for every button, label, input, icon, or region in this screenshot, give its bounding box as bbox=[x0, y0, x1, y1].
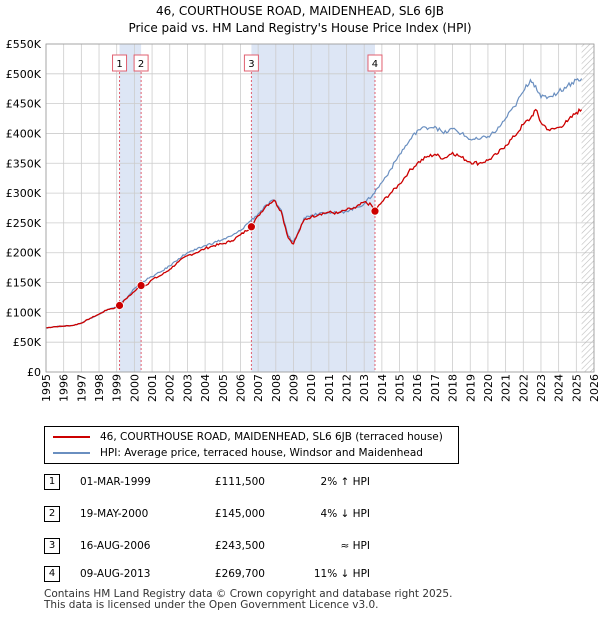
chart-title: 46, COURTHOUSE ROAD, MAIDENHEAD, SL6 6JB… bbox=[0, 3, 600, 37]
y-tick-label: £450K bbox=[6, 98, 42, 111]
x-tick-label: 2003 bbox=[181, 374, 194, 402]
legend-label-hpi: HPI: Average price, terraced house, Wind… bbox=[100, 447, 423, 459]
x-tick-label: 2010 bbox=[305, 374, 318, 402]
x-tick-label: 2025 bbox=[570, 374, 583, 402]
x-tick-label: 2020 bbox=[482, 374, 495, 402]
sale-number-badge: 2 bbox=[44, 506, 60, 522]
sale-marker-box bbox=[367, 54, 383, 72]
x-tick-label: 2004 bbox=[199, 374, 212, 402]
sale-marker-box bbox=[112, 54, 128, 72]
x-tick-label: 2007 bbox=[252, 374, 265, 402]
sale-point bbox=[370, 206, 380, 216]
sale-marker-label: 1 bbox=[116, 59, 122, 70]
x-tick-label: 2019 bbox=[464, 374, 477, 402]
y-tick-label: £350K bbox=[6, 157, 42, 170]
sale-marker-box bbox=[243, 54, 259, 72]
x-tick-label: 2009 bbox=[287, 374, 300, 402]
x-tick-label: 2001 bbox=[146, 374, 159, 402]
chart-title-line2: Price paid vs. HM Land Registry's House … bbox=[128, 21, 472, 35]
sale-hpi-relation: 2% ↑ HPI bbox=[320, 476, 370, 488]
sale-point bbox=[136, 281, 146, 290]
sale-hpi-relation: ≈ HPI bbox=[340, 540, 370, 552]
sale-marker-label: 3 bbox=[248, 59, 254, 70]
x-tick-label: 2013 bbox=[358, 374, 371, 402]
y-tick-label: £200K bbox=[6, 247, 42, 260]
x-tick-label: 2014 bbox=[376, 374, 389, 402]
sale-date: 01-MAR-1999 bbox=[80, 476, 151, 488]
legend-item-property: 46, COURTHOUSE ROAD, MAIDENHEAD, SL6 6JB… bbox=[53, 429, 443, 445]
x-tick-label: 2021 bbox=[500, 374, 513, 402]
sale-marker-box bbox=[133, 54, 149, 72]
x-tick-label: 1996 bbox=[58, 374, 71, 402]
footer-line1: Contains HM Land Registry data © Crown c… bbox=[44, 588, 453, 600]
x-tick-label: 2018 bbox=[447, 374, 460, 402]
x-tick-label: 1997 bbox=[75, 374, 88, 402]
y-tick-label: £550K bbox=[6, 38, 42, 51]
y-tick-label: £300K bbox=[6, 187, 42, 200]
sale-marker-label: 2 bbox=[138, 59, 144, 70]
sale-number-badge: 3 bbox=[44, 538, 60, 554]
x-tick-label: 2006 bbox=[234, 374, 247, 402]
chart-title-line1: 46, COURTHOUSE ROAD, MAIDENHEAD, SL6 6JB bbox=[156, 4, 444, 18]
sale-number-badge: 4 bbox=[44, 566, 60, 582]
footer: Contains HM Land Registry data © Crown c… bbox=[44, 589, 452, 611]
plot-frame bbox=[45, 43, 595, 373]
sale-price: £243,500 bbox=[214, 540, 265, 552]
x-tick-label: 2011 bbox=[323, 374, 336, 402]
price-chart: 1 2 3 4 £0 £50K £100K £150K £200K £250K £300K £350… bbox=[6, 38, 600, 402]
x-tick-label: 2026 bbox=[588, 374, 600, 402]
x-tick-label: 2024 bbox=[553, 374, 566, 402]
x-tick-label: 2017 bbox=[429, 374, 442, 402]
sale-price: £269,700 bbox=[214, 568, 265, 580]
sale-point bbox=[115, 301, 124, 310]
x-tick-label: 2012 bbox=[341, 374, 354, 402]
sale-date: 19-MAY-2000 bbox=[80, 508, 149, 520]
x-tick-label: 2022 bbox=[517, 374, 530, 402]
legend-label-property: 46, COURTHOUSE ROAD, MAIDENHEAD, SL6 6JB… bbox=[100, 431, 443, 443]
sale-price: £111,500 bbox=[214, 476, 265, 488]
y-tick-label: £250K bbox=[6, 217, 42, 230]
sale-date: 09-AUG-2013 bbox=[80, 568, 151, 580]
sale-row: 4 09-AUG-2013 £269,700 11% ↓ HPI bbox=[0, 564, 600, 584]
sale-row: 2 19-MAY-2000 £145,000 4% ↓ HPI bbox=[0, 504, 600, 524]
legend-swatch-hpi bbox=[53, 452, 90, 454]
y-tick-label: £0 bbox=[27, 366, 41, 379]
sale-row: 3 16-AUG-2006 £243,500 ≈ HPI bbox=[0, 536, 600, 556]
x-tick-label: 1995 bbox=[40, 374, 53, 402]
sale-number-badge: 1 bbox=[44, 474, 60, 490]
x-tick-label: 2000 bbox=[128, 374, 141, 402]
sale-marker-label: 4 bbox=[372, 59, 378, 70]
x-tick-label: 2015 bbox=[394, 374, 407, 402]
sale-hpi-relation: 11% ↓ HPI bbox=[313, 568, 370, 580]
x-tick-label: 2023 bbox=[535, 374, 548, 402]
legend-swatch-property bbox=[53, 436, 90, 438]
sale-hpi-relation: 4% ↓ HPI bbox=[320, 508, 370, 520]
x-tick-label: 2005 bbox=[217, 374, 230, 402]
x-tick-label: 2016 bbox=[411, 374, 424, 402]
legend: 46, COURTHOUSE ROAD, MAIDENHEAD, SL6 6JB… bbox=[44, 426, 459, 464]
forecast-hatch bbox=[581, 44, 594, 372]
shaded-range bbox=[119, 44, 142, 372]
sale-price: £145,000 bbox=[214, 508, 265, 520]
legend-item-hpi: HPI: Average price, terraced house, Wind… bbox=[53, 445, 423, 461]
sale-row: 1 01-MAR-1999 £111,500 2% ↑ HPI bbox=[0, 472, 600, 492]
footer-line2: This data is licensed under the Open Gov… bbox=[44, 599, 379, 611]
x-tick-label: 2008 bbox=[270, 374, 283, 402]
sale-date: 16-AUG-2006 bbox=[80, 540, 151, 552]
x-tick-label: 2002 bbox=[164, 374, 177, 402]
property-price-line bbox=[45, 107, 583, 329]
sale-point bbox=[247, 222, 256, 232]
y-tick-label: £100K bbox=[6, 306, 42, 319]
y-tick-label: £50K bbox=[13, 336, 42, 349]
y-tick-label: £500K bbox=[6, 68, 42, 81]
x-tick-label: 1998 bbox=[93, 374, 106, 402]
y-tick-label: £150K bbox=[6, 277, 42, 290]
y-tick-label: £400K bbox=[6, 127, 42, 140]
x-tick-label: 1999 bbox=[111, 374, 124, 402]
